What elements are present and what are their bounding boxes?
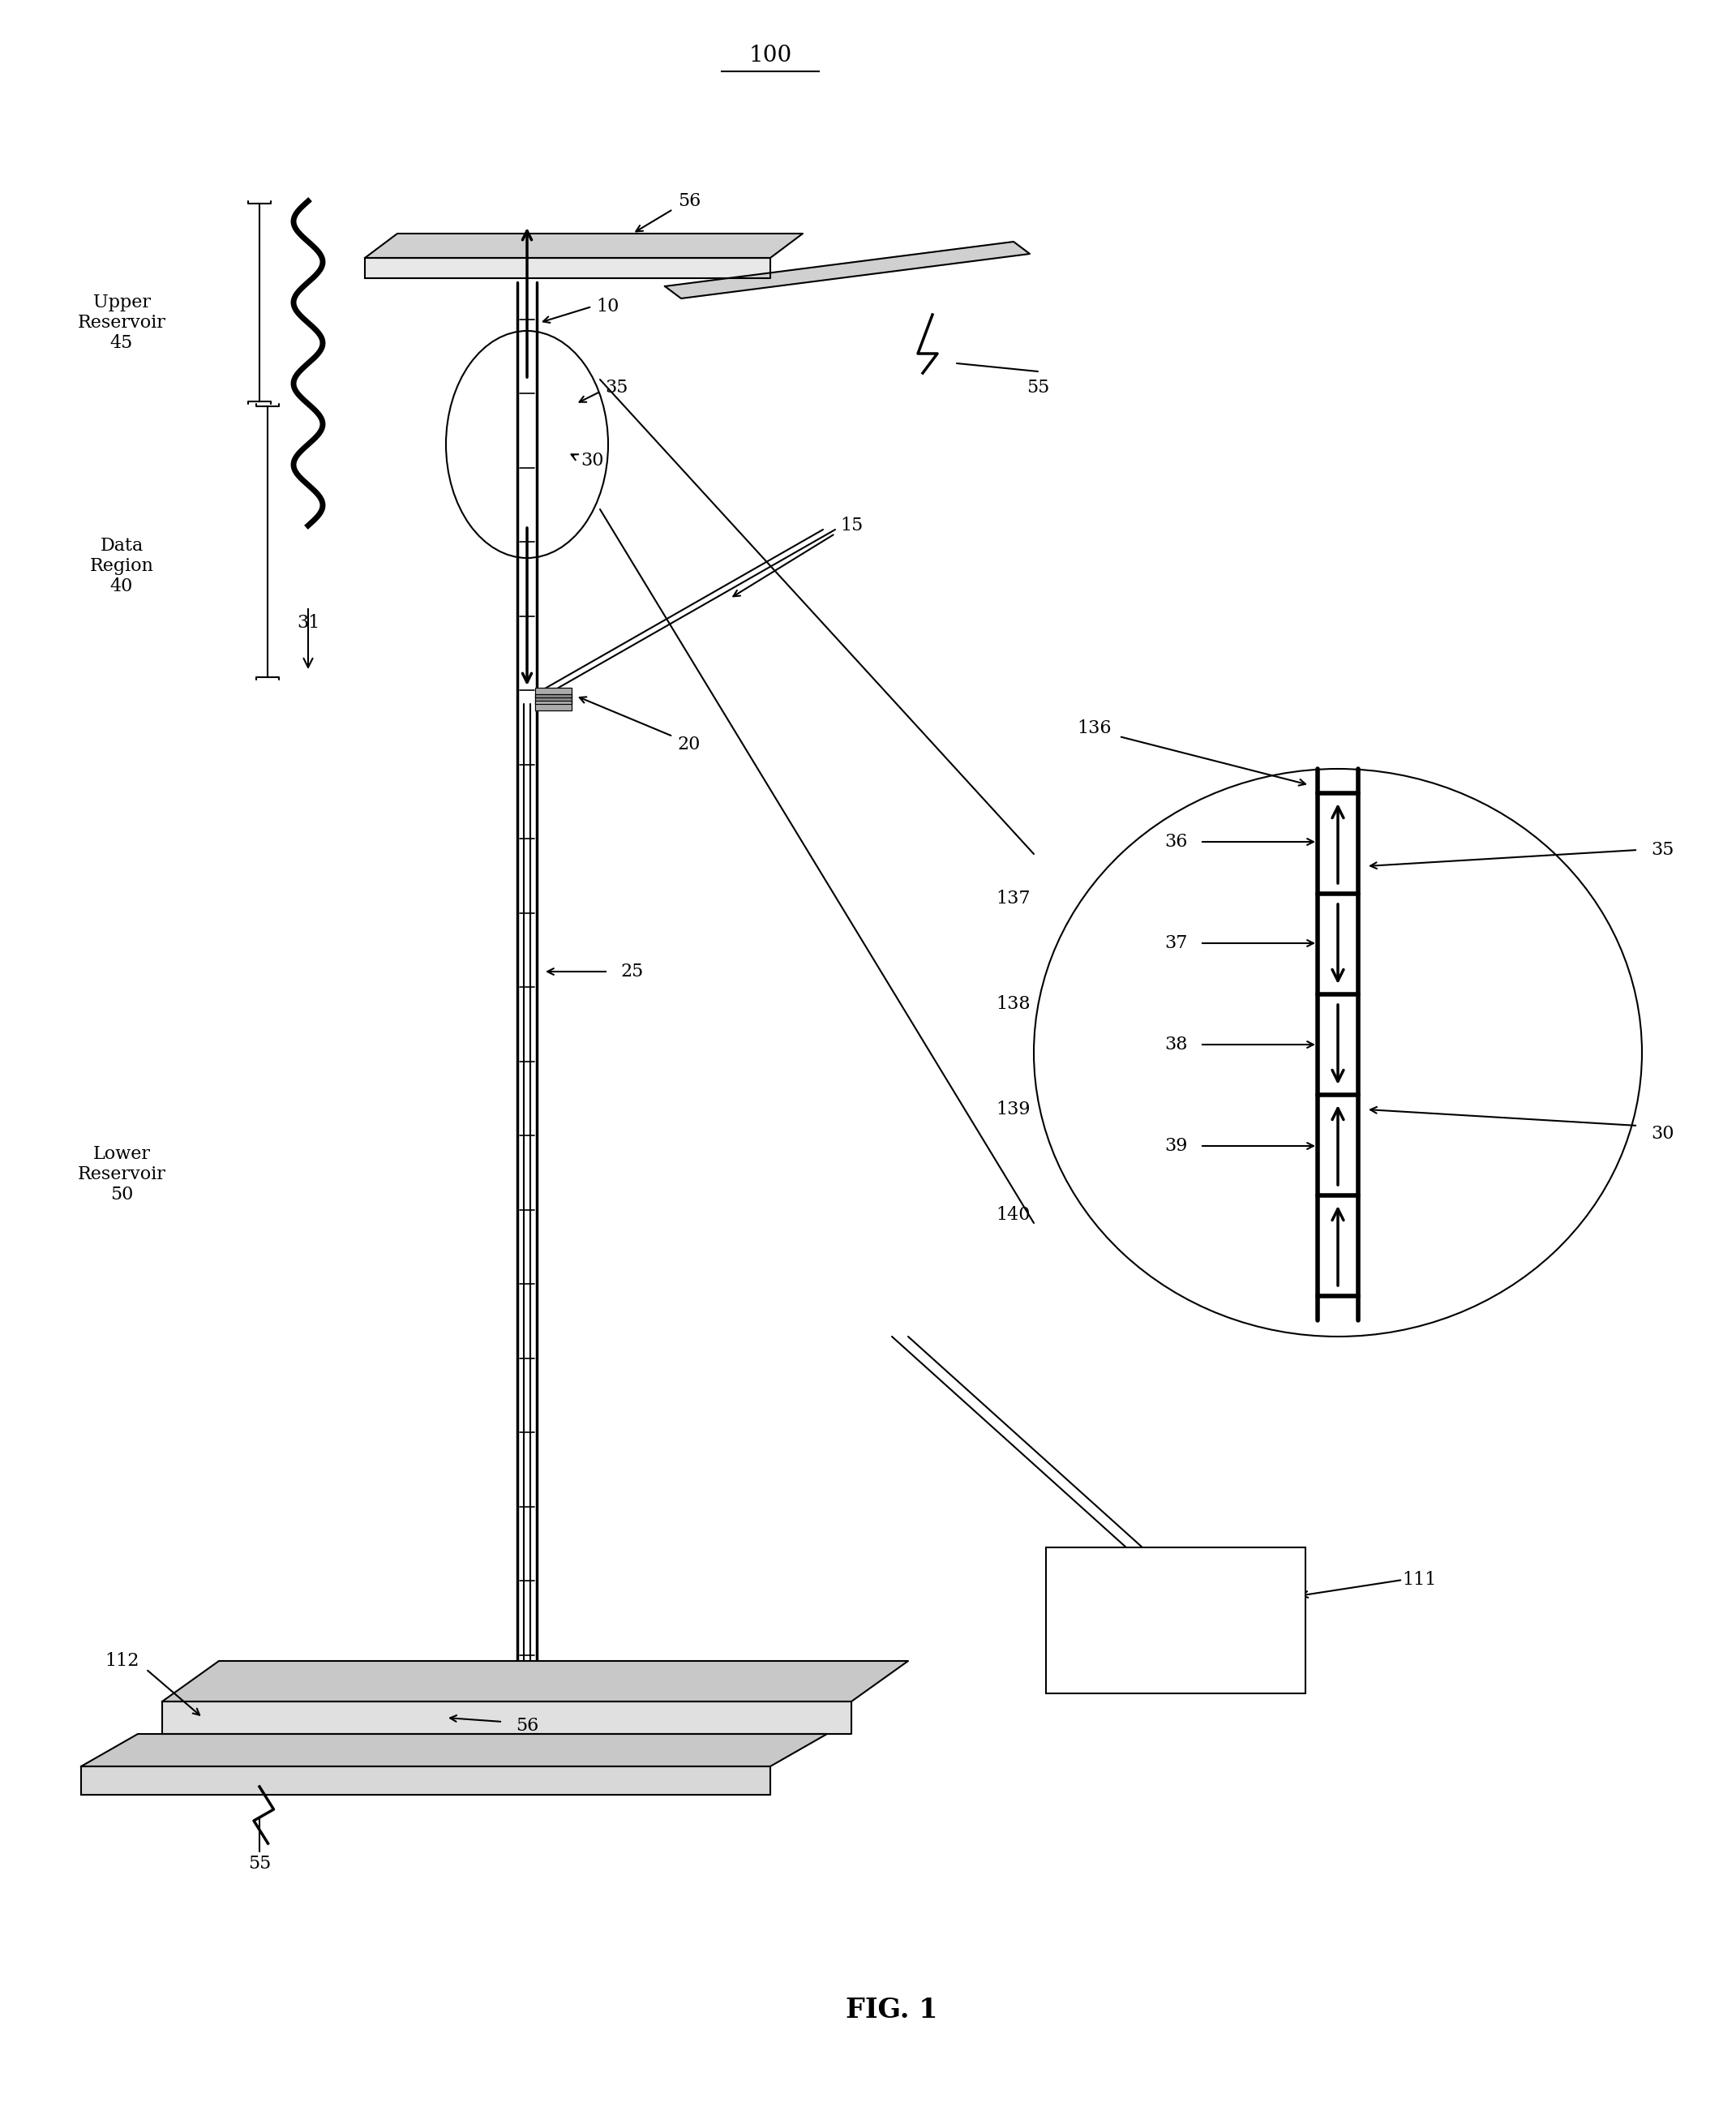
Text: 138: 138 bbox=[996, 995, 1031, 1013]
Text: 56: 56 bbox=[516, 1717, 538, 1734]
Text: 112: 112 bbox=[104, 1652, 139, 1671]
Polygon shape bbox=[82, 1734, 826, 1766]
Text: 25: 25 bbox=[621, 963, 644, 980]
Text: Control
Circuit: Control Circuit bbox=[1141, 1601, 1210, 1639]
Text: 136: 136 bbox=[1078, 718, 1111, 737]
Text: 35: 35 bbox=[604, 379, 628, 396]
Text: 140: 140 bbox=[996, 1205, 1031, 1224]
Polygon shape bbox=[535, 687, 571, 697]
Text: Data
Region
40: Data Region 40 bbox=[90, 537, 153, 596]
Text: 38: 38 bbox=[1165, 1037, 1187, 1054]
Text: 100: 100 bbox=[748, 44, 792, 65]
Text: 111: 111 bbox=[1401, 1572, 1436, 1589]
Text: 30: 30 bbox=[1651, 1125, 1674, 1142]
Polygon shape bbox=[365, 257, 771, 278]
Polygon shape bbox=[161, 1702, 851, 1734]
Text: 55: 55 bbox=[248, 1854, 271, 1873]
Polygon shape bbox=[82, 1766, 771, 1795]
Text: 56: 56 bbox=[677, 192, 701, 211]
Text: 137: 137 bbox=[996, 889, 1031, 908]
Text: 20: 20 bbox=[677, 735, 701, 754]
Text: 35: 35 bbox=[1651, 841, 1674, 860]
Text: 31: 31 bbox=[297, 613, 319, 632]
Text: 30: 30 bbox=[580, 451, 604, 470]
Text: FIG. 1: FIG. 1 bbox=[845, 1995, 937, 2023]
Text: Upper
Reservoir
45: Upper Reservoir 45 bbox=[78, 293, 165, 352]
Polygon shape bbox=[161, 1660, 908, 1702]
Polygon shape bbox=[535, 693, 571, 704]
Text: 139: 139 bbox=[996, 1100, 1031, 1119]
Text: Lower
Reservoir
50: Lower Reservoir 50 bbox=[78, 1144, 165, 1203]
Polygon shape bbox=[365, 234, 802, 257]
Text: 10: 10 bbox=[597, 297, 620, 316]
Polygon shape bbox=[535, 702, 571, 710]
Polygon shape bbox=[665, 242, 1029, 299]
Text: 39: 39 bbox=[1165, 1138, 1187, 1155]
Text: 55: 55 bbox=[1026, 379, 1049, 396]
FancyBboxPatch shape bbox=[1047, 1547, 1305, 1694]
Text: 15: 15 bbox=[840, 516, 863, 535]
Text: 36: 36 bbox=[1165, 832, 1187, 851]
Text: 37: 37 bbox=[1165, 933, 1187, 952]
